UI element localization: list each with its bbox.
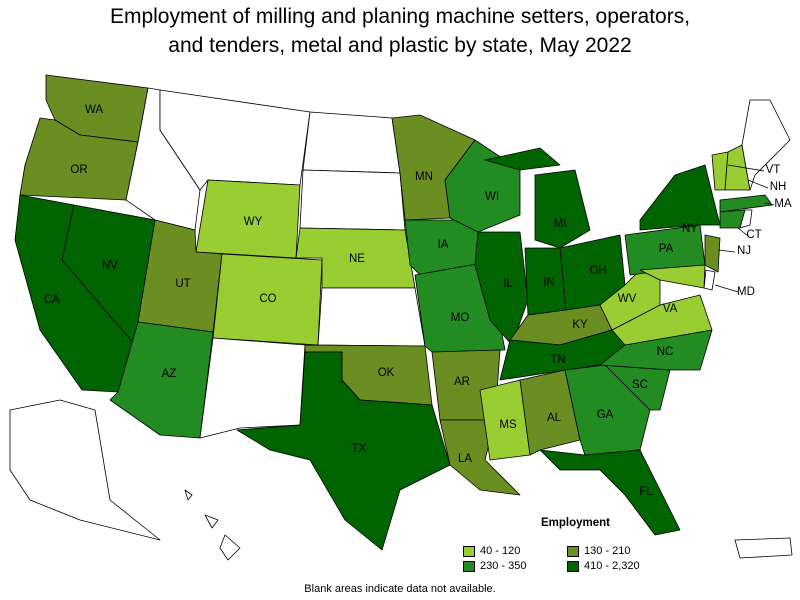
state-label-nj: NJ — [737, 245, 751, 257]
state-sd — [299, 169, 406, 231]
state-label-nv: NV — [102, 260, 118, 272]
state-label-ut: UT — [175, 278, 190, 290]
legend-swatch-2 — [567, 545, 579, 557]
state-md — [639, 264, 706, 289]
state-ma — [719, 194, 773, 213]
state-ak — [9, 399, 161, 541]
state-de — [703, 269, 716, 291]
state-nd — [302, 111, 401, 174]
state-label-ok: OK — [378, 367, 395, 379]
state-label-ar: AR — [454, 376, 470, 388]
state-al — [519, 369, 581, 456]
map-title-line-2: and tenders, metal and plastic by state,… — [168, 34, 632, 57]
leader-line-ma — [764, 202, 775, 206]
map-title-line-1: Employment of milling and planing machin… — [109, 5, 691, 28]
state-label-wy: WY — [244, 216, 263, 228]
state-label-ia: IA — [438, 239, 449, 251]
legend-swatch-4 — [567, 560, 579, 572]
state-label-vt: VT — [766, 164, 781, 176]
data-availability-note: Blank areas indicate data not available. — [304, 583, 496, 595]
leader-line-ct — [737, 227, 749, 237]
state-label-pa: PA — [659, 243, 674, 255]
legend-label-1: 40 - 120 — [480, 545, 521, 557]
state-label-ma: MA — [774, 198, 792, 210]
state-label-il: IL — [503, 278, 513, 290]
state-label-ne: NE — [349, 253, 365, 265]
state-label-nc: NC — [657, 346, 674, 358]
state-nm — [199, 337, 306, 439]
leader-line-md — [714, 284, 739, 293]
state-mi — [534, 169, 591, 249]
legend-swatch-1 — [463, 545, 475, 557]
state-tx — [236, 351, 451, 551]
state-label-md: MD — [737, 286, 755, 298]
state-ri — [739, 209, 753, 229]
state-label-ky: KY — [572, 319, 588, 331]
state-nj — [704, 234, 721, 273]
state-label-mi: MI — [554, 218, 567, 230]
state-label-ca: CA — [44, 294, 60, 306]
state-label-oh: OH — [589, 265, 606, 277]
state-label-wi: WI — [485, 191, 499, 203]
state-pr — [734, 537, 793, 559]
legend-items: 40 - 120 130 - 210 230 - 350 410 - 2,320 — [463, 545, 673, 572]
state-label-az: AZ — [162, 368, 177, 380]
state-nc — [599, 329, 713, 371]
state-label-mn: MN — [415, 171, 433, 183]
state-label-ga: GA — [597, 409, 614, 421]
legend-label-4: 410 - 2,320 — [584, 560, 640, 572]
state-me — [741, 99, 791, 191]
state-hi — [184, 489, 241, 561]
state-label-va: VA — [663, 303, 678, 315]
legend-title: Employment — [540, 517, 610, 529]
state-label-in: IN — [543, 277, 555, 289]
state-ny — [639, 164, 721, 231]
state-label-sc: SC — [632, 379, 648, 391]
state-label-or: OR — [70, 164, 87, 176]
legend-item-1: 40 - 120 — [463, 545, 567, 557]
legend-item-2: 130 - 210 — [567, 545, 671, 557]
map-title: Employment of milling and planing machin… — [0, 2, 800, 60]
legend-swatch-3 — [463, 560, 475, 572]
state-label-mo: MO — [451, 312, 470, 324]
legend-item-3: 230 - 350 — [463, 560, 567, 572]
leader-line-nj — [717, 249, 736, 253]
state-ks — [317, 287, 426, 347]
state-label-ct: CT — [746, 229, 761, 241]
leader-line-nh — [747, 179, 769, 189]
legend-label-3: 230 - 350 — [480, 560, 527, 572]
state-label-wv: WV — [618, 293, 637, 305]
legend-item-4: 410 - 2,320 — [567, 560, 671, 572]
state-label-la: LA — [458, 453, 472, 465]
state-label-al: AL — [547, 412, 562, 424]
state-fl — [539, 449, 681, 536]
legend: Employment 40 - 120 130 - 210 230 - 350 … — [463, 517, 673, 572]
state-label-tx: TX — [352, 443, 367, 455]
state-label-ms: MS — [499, 419, 517, 431]
state-label-wa: WA — [85, 104, 103, 116]
state-label-nh: NH — [770, 181, 787, 193]
state-label-co: CO — [259, 293, 276, 305]
legend-label-2: 130 - 210 — [584, 545, 631, 557]
state-label-fl: FL — [639, 486, 653, 498]
state-mi-upper — [484, 147, 561, 171]
state-label-ny: NY — [682, 223, 698, 235]
state-az — [109, 321, 214, 439]
leader-line-vt — [727, 164, 765, 172]
state-label-tn: TN — [550, 354, 565, 366]
